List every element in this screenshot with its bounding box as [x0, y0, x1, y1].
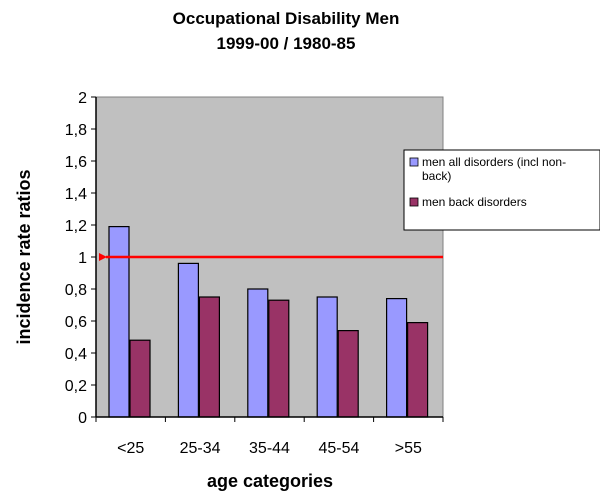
chart-subtitle: 1999-00 / 1980-85: [217, 34, 356, 53]
bar-back-disorders-0: [129, 339, 151, 418]
y-tick-label: 2: [78, 90, 87, 107]
legend-box: [403, 149, 600, 231]
bar-back-disorders-3: [337, 330, 359, 418]
y-tick-label: 0,6: [65, 314, 87, 331]
bar-all-disorders-1: [177, 262, 199, 418]
legend-label-all-disorders: men all disorders (incl non- back): [422, 155, 569, 183]
x-tick-label: >55: [395, 440, 422, 457]
bar-all-disorders-3: [316, 296, 338, 418]
y-tick-label: 1,2: [65, 218, 87, 235]
y-tick-label: 1,6: [65, 154, 87, 171]
bar-all-disorders-2: [247, 288, 269, 418]
y-tick-label: 0,2: [65, 378, 87, 395]
x-tick-label: <25: [117, 440, 144, 457]
x-tick-label: 45-54: [318, 440, 359, 457]
y-tick-label: 0,8: [65, 282, 87, 299]
y-axis-title: incidence rate ratios: [14, 169, 34, 344]
y-tick-label: 0,4: [65, 346, 87, 363]
y-tick-label: 0: [78, 410, 87, 427]
legend: men all disorders (incl non- back) men b…: [403, 149, 600, 231]
chart-title: Occupational Disability Men: [173, 9, 400, 28]
bar-back-disorders-2: [268, 299, 290, 418]
bar-back-disorders-1: [198, 296, 220, 418]
legend-swatch-all-disorders: [409, 157, 419, 167]
y-tick-label: 1: [78, 250, 87, 267]
y-tick-label: 1,8: [65, 122, 87, 139]
x-tick-label: 25-34: [180, 440, 221, 457]
bar-back-disorders-4: [407, 322, 429, 418]
legend-swatch-back-disorders: [409, 197, 419, 207]
x-axis-title: age categories: [207, 471, 333, 491]
bar-all-disorders-0: [108, 226, 130, 418]
y-tick-label: 1,4: [65, 186, 87, 203]
bar-all-disorders-4: [386, 298, 408, 418]
legend-label-back-disorders: men back disorders: [422, 195, 527, 209]
x-tick-label: 35-44: [249, 440, 290, 457]
